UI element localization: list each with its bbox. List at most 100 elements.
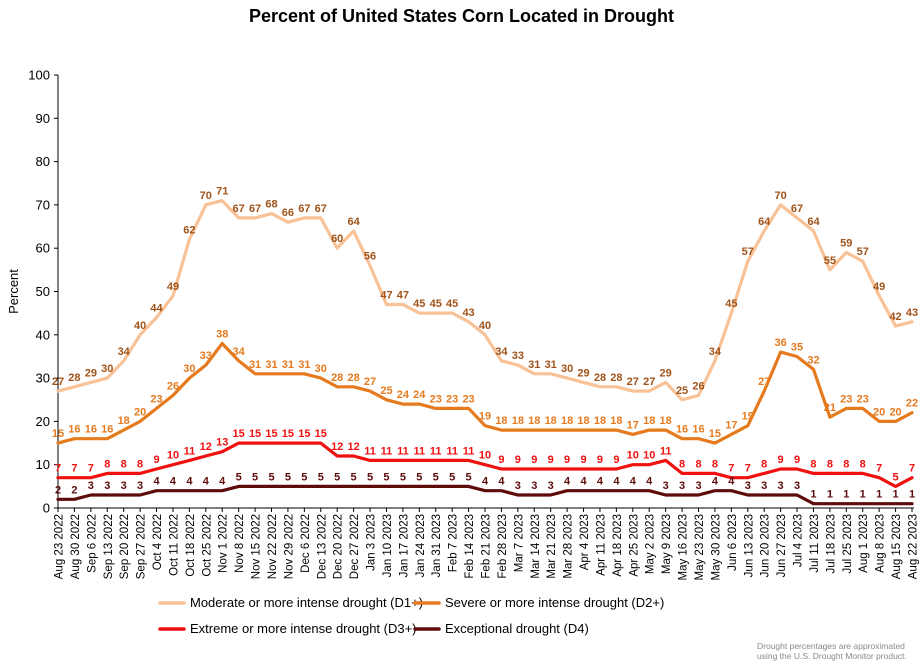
data-label: 4: [597, 476, 604, 488]
x-tick-label: May 23 2023: [694, 514, 706, 581]
x-tick-label: Oct 11 2022: [168, 514, 180, 576]
x-tick-label: Aug 1 2023: [858, 514, 870, 573]
data-label: 5: [383, 471, 389, 483]
data-label: 47: [380, 289, 392, 301]
data-label: 11: [446, 445, 458, 457]
x-tick-label: Dec 13 2022: [316, 514, 328, 579]
data-label: 9: [548, 454, 554, 466]
data-label: 40: [479, 320, 491, 332]
x-tick-label: Feb 14 2023: [464, 514, 476, 579]
data-label: 27: [643, 376, 655, 388]
data-label: 28: [331, 372, 343, 384]
x-tick-label: Oct 25 2022: [201, 514, 213, 577]
data-label: 7: [876, 463, 882, 475]
x-tick-label: Jan 10 2023: [382, 514, 394, 577]
data-label: 5: [268, 471, 274, 483]
data-label: 4: [186, 476, 193, 488]
data-label: 5: [893, 471, 899, 483]
data-label: 66: [282, 207, 294, 219]
data-label: 35: [791, 341, 803, 353]
x-tick-label: Sep 13 2022: [103, 514, 115, 579]
data-label: 49: [873, 281, 885, 293]
data-label: 15: [233, 428, 245, 440]
data-label: 1: [893, 489, 899, 501]
data-label: 28: [68, 372, 80, 384]
data-label: 18: [660, 415, 672, 427]
data-label: 18: [643, 415, 655, 427]
data-label: 7: [71, 463, 77, 475]
data-label: 23: [462, 393, 474, 405]
data-label: 19: [742, 411, 754, 423]
data-label: 67: [233, 203, 245, 215]
data-label: 13: [216, 437, 228, 449]
data-label: 19: [479, 411, 491, 423]
data-label: 5: [367, 471, 373, 483]
data-label: 29: [577, 367, 589, 379]
x-tick-label: Jun 13 2023: [743, 514, 755, 577]
data-label: 34: [495, 346, 508, 358]
data-label: 28: [610, 372, 622, 384]
data-label: 3: [778, 480, 784, 492]
data-label: 10: [479, 450, 491, 462]
data-label: 18: [118, 415, 130, 427]
data-label: 23: [446, 393, 458, 405]
x-tick-label: May 30 2023: [710, 514, 722, 581]
data-label: 11: [184, 445, 196, 457]
x-tick-label: Nov 22 2022: [267, 514, 279, 579]
data-label: 9: [613, 454, 619, 466]
legend-label: Extreme or more intense drought (D3+): [190, 621, 417, 636]
x-tick-label: Mar 7 2023: [513, 514, 525, 572]
data-label: 28: [594, 372, 606, 384]
data-label: 27: [627, 376, 639, 388]
data-label: 15: [315, 428, 327, 440]
data-label: 8: [712, 458, 718, 470]
data-label: 9: [597, 454, 603, 466]
x-tick-label: Apr 25 2023: [628, 514, 640, 577]
data-label: 27: [758, 376, 770, 388]
data-label: 18: [545, 415, 557, 427]
data-label: 7: [745, 463, 751, 475]
data-label: 30: [315, 363, 327, 375]
data-label: 2: [55, 484, 61, 496]
data-label: 64: [758, 216, 771, 228]
data-label: 11: [381, 445, 393, 457]
data-label: 4: [153, 476, 160, 488]
x-tick-label: May 2 2023: [645, 514, 657, 574]
y-tick-label: 20: [36, 414, 50, 429]
data-label: 16: [676, 424, 688, 436]
x-tick-label: Jul 11 2023: [809, 514, 821, 573]
x-tick-label: Feb 28 2023: [497, 514, 509, 579]
data-label: 56: [364, 251, 376, 263]
data-label: 27: [364, 376, 376, 388]
data-label: 8: [121, 458, 127, 470]
data-label: 29: [660, 367, 672, 379]
x-tick-label: Jun 27 2023: [776, 514, 788, 577]
data-label: 31: [298, 359, 310, 371]
data-label: 2: [71, 484, 77, 496]
x-tick-label: Nov 29 2022: [283, 514, 295, 579]
data-label: 10: [167, 450, 179, 462]
legend-label: Moderate or more intense drought (D1+): [190, 595, 423, 610]
data-label: 68: [265, 199, 277, 211]
data-label: 31: [249, 359, 261, 371]
data-label: 1: [876, 489, 882, 501]
x-tick-label: Jun 6 2023: [727, 514, 739, 571]
x-tick-label: Aug 8 2023: [875, 514, 887, 573]
data-label: 8: [843, 458, 849, 470]
data-label: 4: [580, 476, 587, 488]
y-axis-title: Percent: [6, 269, 21, 314]
x-tick-label: Sep 27 2022: [136, 514, 148, 579]
x-tick-label: May 9 2023: [661, 514, 673, 574]
data-label: 5: [252, 471, 258, 483]
data-label: 1: [860, 489, 866, 501]
data-label: 8: [810, 458, 816, 470]
data-label: 8: [695, 458, 701, 470]
x-tick-label: Jul 4 2023: [793, 514, 805, 567]
data-label: 43: [462, 307, 474, 319]
data-label: 15: [249, 428, 261, 440]
data-label: 3: [794, 480, 800, 492]
data-label: 8: [137, 458, 143, 470]
x-tick-label: Nov 8 2022: [234, 514, 246, 573]
data-label: 4: [498, 476, 505, 488]
